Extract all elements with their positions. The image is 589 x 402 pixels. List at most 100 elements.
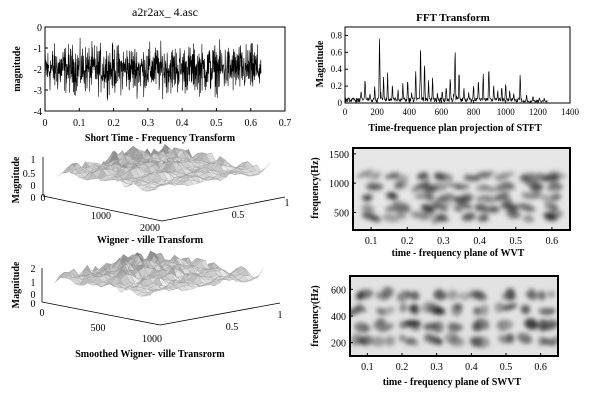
wvt-tf-blob: [530, 191, 543, 199]
swvt-tf-blob: [398, 320, 410, 329]
wvt-tf-blob: [502, 181, 516, 190]
wvt-tf-blob: [433, 173, 447, 181]
fft-y-tick-label: 0.6: [331, 47, 343, 57]
swvt-tf-blob: [410, 291, 420, 301]
fft-xlabel: Time-frequence plan projection of STFT: [368, 123, 542, 134]
wvt-tf-frame: [352, 147, 571, 231]
fft-title: FFT Transform: [416, 12, 490, 24]
swvt-tf-blob: [457, 292, 470, 301]
wvt-tf-y-ticks: 500 1000 1500: [329, 150, 356, 219]
wvt-tf-blob: [453, 183, 463, 190]
swvt-tf-x-tick-label: 0.3: [430, 362, 443, 373]
wvt-tf-y-tick-label: 1000: [329, 179, 349, 190]
wvt3d-origin-tick: 0: [41, 193, 46, 204]
fft-x-tick-label: 800: [467, 107, 481, 117]
swvt-tf-x-tick-label: 0.4: [465, 362, 478, 373]
fft-x-ticks: 0 200 400 600 800 1000 1200 1400: [343, 100, 580, 117]
fft-y-tick-label: 0.2: [331, 81, 342, 91]
wvt3d-ztick: 0.5: [23, 169, 36, 180]
swvt-tf-blob: [398, 334, 407, 342]
signal-ylabel: magnitude: [12, 46, 23, 92]
fft-x-tick-label: 0: [343, 107, 348, 117]
wvt-tf-x-tick-label: 0.6: [546, 236, 559, 247]
wvt-tf-x-tick-label: 0.1: [365, 236, 378, 247]
wvt-tf-blob: [362, 172, 380, 180]
signal-x-tick-label: 0.6: [244, 118, 257, 129]
signal-trace: [45, 37, 262, 101]
fft-ylabel: Magnitude: [315, 40, 326, 87]
signal-x-tick-label: 0.5: [210, 118, 223, 129]
signal-panel: a2r2ax_ 4.asc 0 0.1 0.2 0.3 0.4 0.5 0.6 0.7 0 -1…: [12, 5, 291, 144]
swvt-tf-blob: [494, 302, 505, 313]
swvt-tf-blob: [538, 307, 553, 315]
wvt-tf-x-tick-label: 0.5: [510, 236, 523, 247]
swvt-tf-blob: [516, 332, 533, 344]
swvt-tf-blob: [423, 322, 438, 331]
wvt-tf-blob: [502, 201, 517, 212]
wvt3d-xlabel: Wigner - ville Transform: [97, 235, 204, 246]
wvt3d-axis-time: [161, 196, 286, 222]
swvt-tf-y-tick-label: 200: [331, 339, 346, 350]
swvt-tf-blob: [435, 288, 443, 300]
swvt3d-panel: 2 1 0 0 0 500 1000 0.5 1 Smoothed Wigner…: [11, 250, 283, 360]
wvt-tf-blob: [366, 185, 383, 191]
swvt-tf-blob: [421, 301, 437, 313]
wvt-tf-panel: 0.1 0.2 0.3 0.4 0.5 0.6 500 1000 1500 time - fr…: [310, 147, 571, 259]
swvt3d-time-tick: 1: [278, 310, 283, 321]
wvt-tf-y-tick-label: 1500: [329, 150, 349, 161]
signal-y-tick-label: -2: [34, 65, 42, 76]
wvt-tf-blob: [520, 191, 530, 199]
swvt-tf-blob: [359, 335, 374, 346]
swvt-tf-blob: [384, 335, 396, 347]
wvt-tf-blob: [421, 204, 435, 214]
signal-x-tick-label: 0: [43, 118, 48, 129]
wvt3d-time-tick: 0.5: [232, 210, 245, 221]
fft-x-tick-label: 1200: [529, 107, 548, 117]
swvt-tf-blob: [354, 322, 370, 333]
swvt-tf-x-ticks: 0.1 0.2 0.3 0.4 0.5 0.6: [361, 353, 547, 373]
signal-title: a2r2ax_ 4.asc: [132, 5, 198, 19]
swvt3d-ztick: 0: [31, 299, 36, 310]
wvt-tf-blob: [386, 191, 397, 199]
signal-xlabel: Short Time - Frequency Transform: [85, 133, 236, 144]
wvt-tf-blob: [452, 196, 472, 203]
swvt-tf-blob: [428, 337, 437, 345]
swvt-tf-xlabel: time - frequency plane of SWVT: [383, 377, 522, 388]
fft-panel: FFT Transform 0 200 400 600 800 1000 1200 1400 …: [315, 12, 580, 134]
wvt3d-panel: 1 0.5 0 0 0 1000 2000 0.5 1 Wigner - vil…: [11, 143, 290, 246]
wvt-tf-blob: [541, 194, 557, 203]
wvt-tf-blob: [431, 216, 446, 223]
wvt-tf-blob: [524, 179, 542, 190]
wvt-tf-x-tick-label: 0.3: [437, 236, 450, 247]
swvt-tf-blob: [357, 289, 373, 300]
wvt-tf-blob: [410, 211, 430, 219]
wvt-tf-blob: [524, 214, 534, 222]
swvt-tf-blob: [497, 320, 508, 332]
wvt-tf-x-tick-label: 0.2: [401, 236, 414, 247]
wvt-tf-blob: [394, 181, 404, 189]
wvt-tf-blob: [482, 195, 493, 203]
signal-x-tick-label: 0.7: [279, 118, 292, 129]
swvt-tf-x-tick-label: 0.1: [361, 362, 374, 373]
wvt-tf-blob: [549, 181, 562, 190]
fft-frame: [344, 26, 571, 104]
wvt-tf-blob: [503, 171, 516, 177]
wvt3d-time-tick: 1: [285, 198, 290, 209]
swvt-tf-blob: [471, 321, 482, 332]
wvt-tf-blob: [360, 204, 375, 213]
wvt-tf-blob: [410, 184, 428, 193]
fft-y-tick-label: 0.8: [331, 30, 343, 40]
swvt-tf-blob: [501, 303, 518, 311]
wvt-tf-blob: [461, 214, 475, 221]
swvt-tf-blob: [373, 318, 388, 331]
wvt-tf-blob: [479, 213, 489, 221]
swvt-tf-blob: [433, 306, 446, 316]
signal-line: [45, 37, 262, 101]
signal-y-tick-label: -3: [34, 86, 42, 97]
fft-y-tick-label: 0.4: [331, 64, 343, 74]
wvt-tf-blob: [479, 171, 490, 180]
swvt-tf-blob: [355, 303, 364, 312]
swvt-tf-blob: [520, 305, 529, 313]
swvt-tf-blob: [351, 333, 362, 346]
